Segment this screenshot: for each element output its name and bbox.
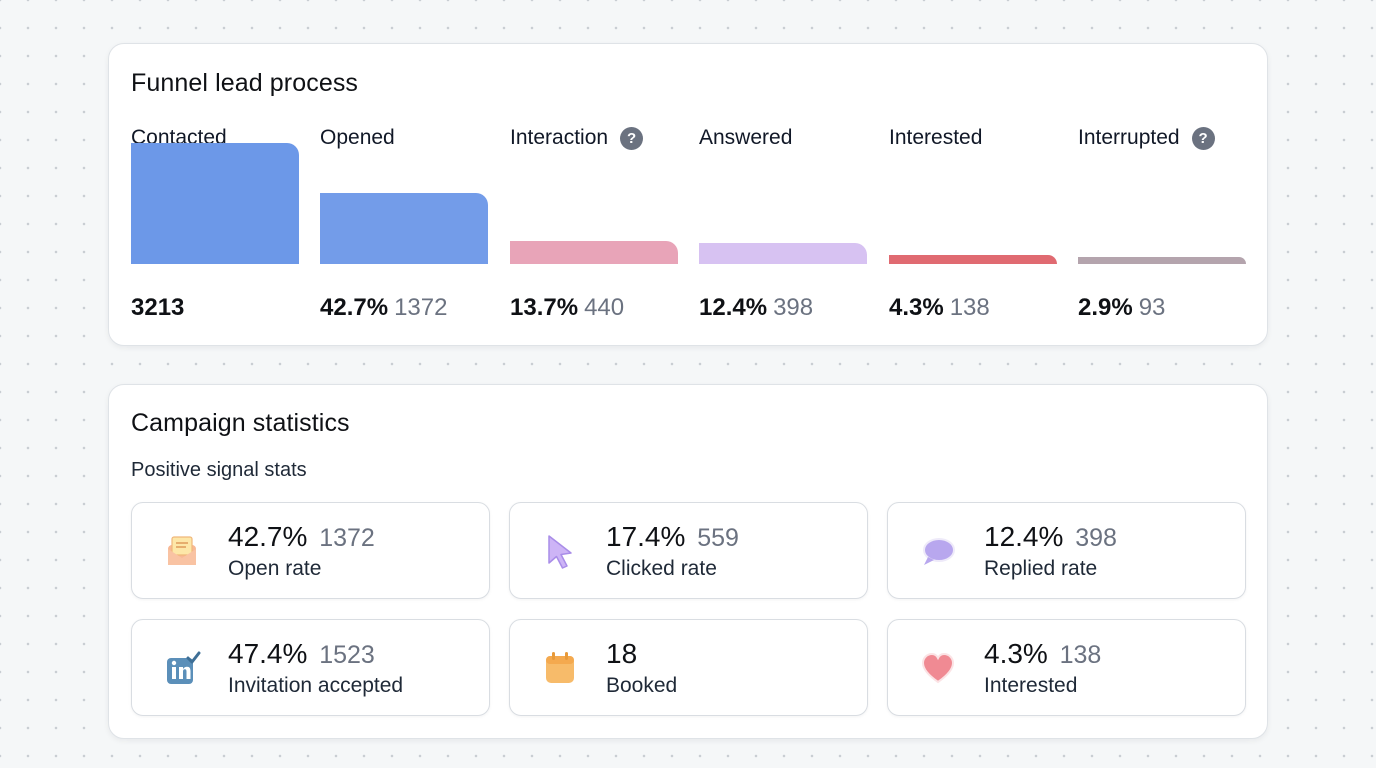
help-icon[interactable]: ? (1191, 126, 1215, 150)
stage-bar[interactable] (131, 143, 299, 264)
stat-label: Clicked rate (606, 557, 717, 580)
cursor-icon (540, 531, 580, 571)
help-icon[interactable]: ? (620, 126, 644, 150)
stat-values: 12.4% 398 (984, 521, 1117, 552)
stat-tile-invitation-accepted[interactable]: 47.4% 1523 Invitation accepted (131, 619, 490, 716)
funnel-stage-interested[interactable]: Interested 4.3% 138 (889, 126, 1057, 326)
stat-tile-clicked-rate[interactable]: 17.4% 559 Clicked rate (509, 502, 868, 599)
funnel-stage-contacted[interactable]: Contacted 3213 (131, 126, 299, 326)
stage-count: 1372 (394, 294, 448, 321)
funnel-card: Funnel lead process Contacted 3213 Opene… (108, 43, 1268, 346)
stage-percentage: 13.7% (510, 294, 579, 321)
stat-tile-booked[interactable]: 18 Booked (509, 619, 868, 716)
funnel-stage-opened[interactable]: Opened 42.7% 1372 (320, 126, 488, 326)
stage-values: 4.3% 138 (889, 294, 990, 322)
stage-label: Interested (889, 126, 983, 149)
stage-bar[interactable] (699, 243, 867, 264)
stat-label: Replied rate (984, 557, 1098, 580)
stat-tile-interested[interactable]: 4.3% 138 Interested (887, 619, 1246, 716)
stage-values: 42.7% 1372 (320, 294, 447, 322)
stage-values: 3213 (131, 294, 184, 322)
stage-percentage: 12.4% (699, 294, 768, 321)
stage-count: 93 (1138, 294, 1166, 321)
stage-count: 440 (584, 294, 625, 321)
chat-bubble-icon (918, 531, 958, 571)
stat-label: Interested (984, 674, 1078, 697)
stat-values: 42.7% 1372 (228, 521, 375, 552)
stage-count: 138 (949, 294, 990, 321)
linkedin-check-icon (162, 648, 202, 688)
stage-values: 2.9% 93 (1078, 294, 1165, 322)
stage-label: Interaction? (510, 126, 644, 150)
stage-label: Answered (699, 126, 793, 149)
stat-values: 17.4% 559 (606, 521, 739, 552)
campaign-title: Campaign statistics (131, 409, 350, 437)
funnel-title: Funnel lead process (131, 69, 359, 97)
stage-bar[interactable] (510, 241, 678, 264)
stat-label: Invitation accepted (228, 674, 404, 697)
stat-tile-open-rate[interactable]: 42.7% 1372 Open rate (131, 502, 490, 599)
stage-values: 12.4% 398 (699, 294, 813, 322)
campaign-subtitle: Positive signal stats (131, 459, 307, 481)
envelope-icon (162, 531, 202, 571)
stage-label: Opened (320, 126, 395, 149)
stage-percentage: 42.7% (320, 294, 389, 321)
stat-label: Open rate (228, 557, 322, 580)
stat-label: Booked (606, 674, 678, 697)
funnel-stage-interaction[interactable]: Interaction? 13.7% 440 (510, 126, 678, 326)
campaign-stats-card: Campaign statistics Positive signal stat… (108, 384, 1268, 739)
stage-bar[interactable] (320, 193, 488, 264)
heart-icon (918, 648, 958, 688)
stage-count-main: 3213 (131, 294, 185, 321)
funnel-stage-answered[interactable]: Answered 12.4% 398 (699, 126, 867, 326)
stage-bar[interactable] (1078, 257, 1246, 264)
stage-label: Interrupted? (1078, 126, 1215, 150)
stat-values: 4.3% 138 (984, 638, 1102, 669)
stat-values: 47.4% 1523 (228, 638, 375, 669)
calendar-icon (540, 648, 580, 688)
stage-values: 13.7% 440 (510, 294, 624, 322)
stat-values: 18 (606, 638, 638, 669)
stat-tile-replied-rate[interactable]: 12.4% 398 Replied rate (887, 502, 1246, 599)
stage-percentage: 4.3% (889, 294, 944, 321)
funnel-stage-interrupted[interactable]: Interrupted? 2.9% 93 (1078, 126, 1246, 326)
stage-count: 398 (773, 294, 814, 321)
stage-percentage: 2.9% (1078, 294, 1133, 321)
stage-bar[interactable] (889, 255, 1057, 264)
